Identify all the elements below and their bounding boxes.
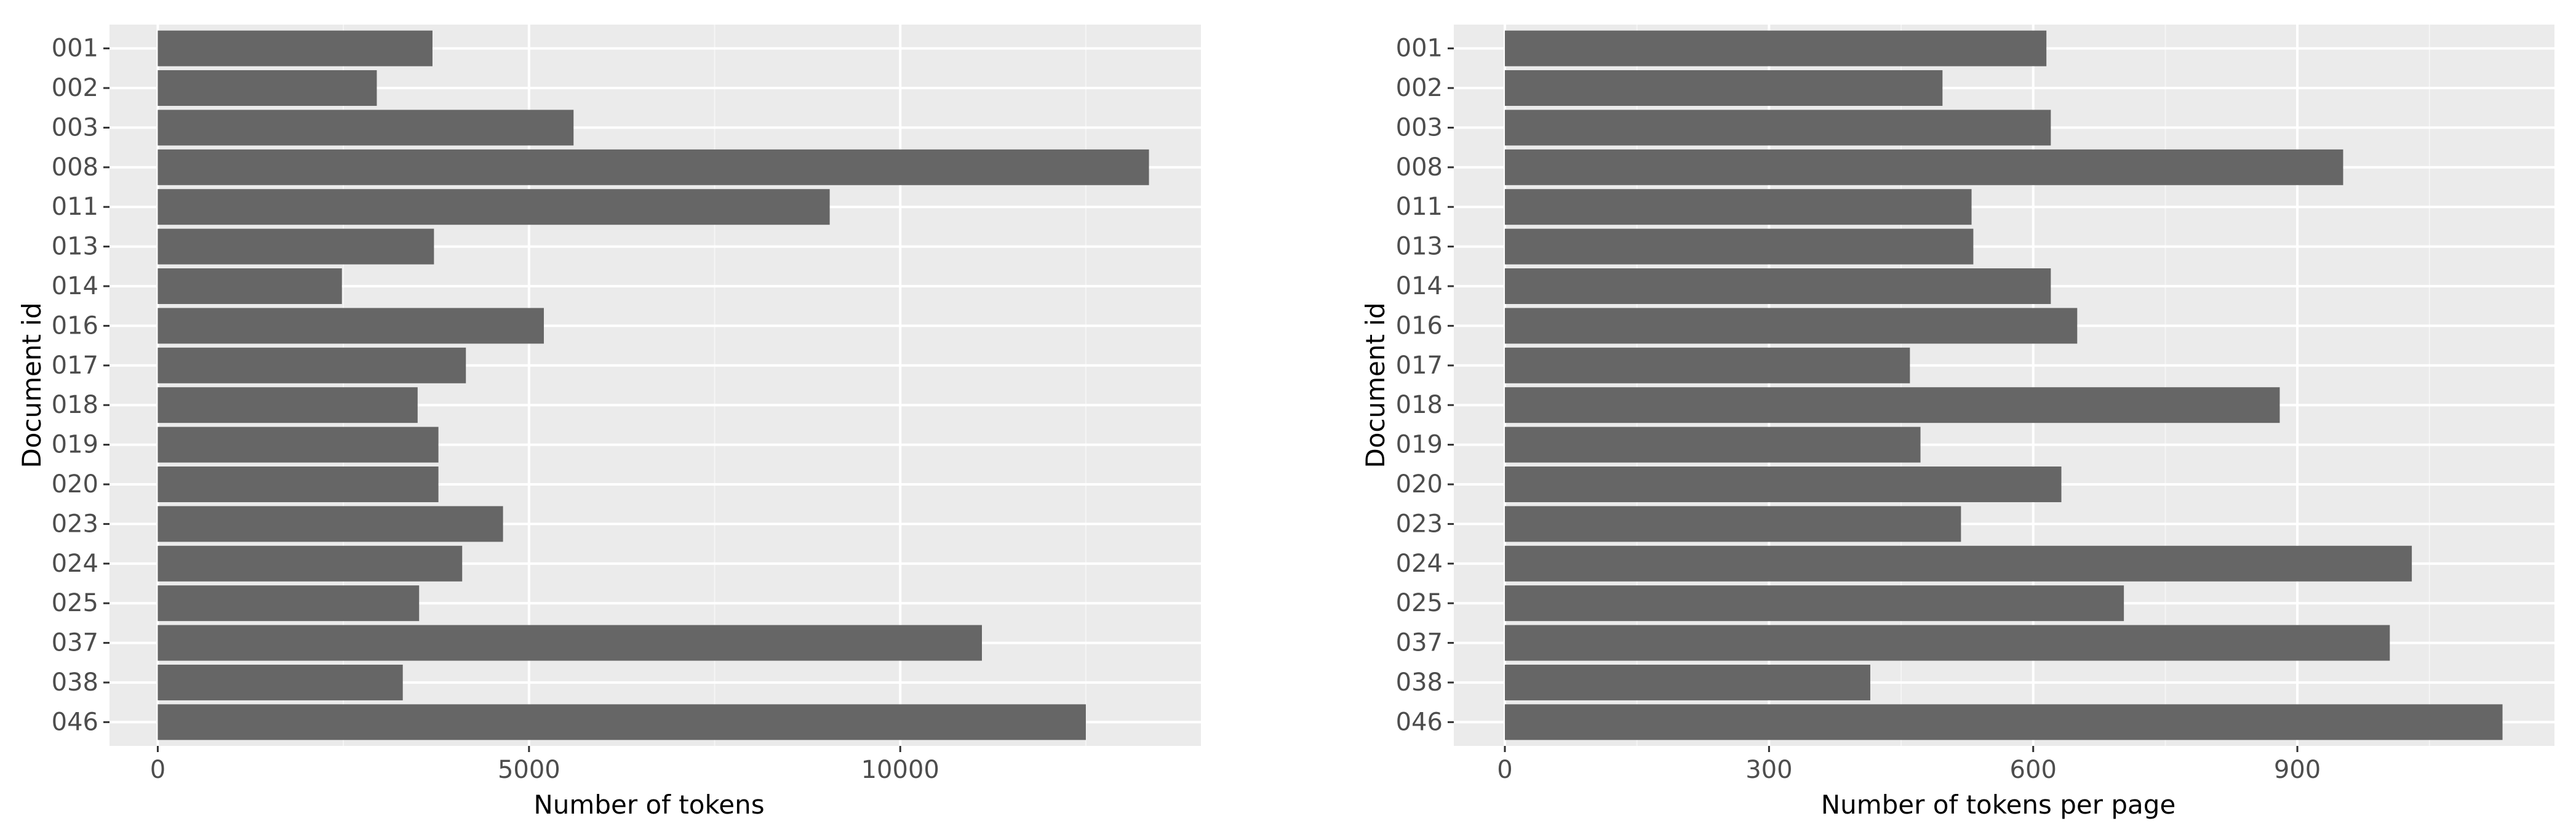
y-tick-label: 003: [1396, 113, 1443, 142]
bar-011: [158, 189, 830, 225]
y-tick-label: 008: [1396, 153, 1443, 182]
x-tick-label: 10000: [861, 756, 939, 784]
y-tick-label: 013: [52, 233, 98, 261]
bar-025: [158, 585, 420, 622]
bar-014: [1505, 268, 2051, 304]
y-tick-label: 001: [52, 34, 98, 63]
bar-008: [1505, 149, 2343, 185]
y-tick-label: 013: [1396, 233, 1443, 261]
y-tick-label: 038: [1396, 668, 1443, 697]
bar-020: [1505, 467, 2062, 502]
y-tick-label: 011: [1396, 193, 1443, 221]
bar-008: [158, 149, 1149, 185]
bar-011: [1505, 189, 1972, 225]
y-tick-label: 017: [52, 351, 98, 380]
y-tick-label: 046: [1396, 708, 1443, 736]
y-tick-label: 020: [52, 470, 98, 499]
bar-046: [158, 704, 1086, 740]
bar-001: [1505, 30, 2047, 66]
bar-013: [158, 228, 434, 265]
y-tick-label: 018: [1396, 391, 1443, 419]
x-tick-label: 0: [1497, 756, 1512, 784]
y-tick-label: 038: [52, 668, 98, 697]
y-tick-label: 016: [52, 311, 98, 340]
bar-037: [158, 625, 982, 661]
x-tick-label: 600: [2010, 756, 2057, 784]
y-tick-label: 001: [1396, 34, 1443, 63]
y-tick-label: 014: [52, 272, 98, 300]
y-tick-label: 017: [1396, 351, 1443, 380]
x-tick-label: 300: [1745, 756, 1792, 784]
bar-020: [158, 467, 439, 502]
bar-038: [1505, 664, 1870, 700]
y-tick-label: 020: [1396, 470, 1443, 499]
bar-018: [158, 387, 418, 423]
bar-023: [1505, 506, 1961, 542]
bar-025: [1505, 585, 2124, 622]
y-tick-label: 002: [1396, 74, 1443, 102]
y-tick-label: 023: [1396, 510, 1443, 538]
bar-002: [1505, 70, 1943, 106]
tokens-per-page-chart: 001 002 003 008 011 013 014 016 017 018 019 020 023 0…: [1360, 25, 2554, 820]
tokens-chart: 001 002 003 008 011 013 014 016 017 018 019 020 023 0…: [17, 25, 1201, 820]
y-tick-label: 023: [52, 510, 98, 538]
bar-019: [158, 427, 439, 463]
x-tick-label: 900: [2274, 756, 2321, 784]
y-tick-label: 002: [52, 74, 98, 102]
x-axis-title: Number of tokens per page: [1821, 790, 2176, 820]
bar-023: [158, 506, 503, 542]
bar-038: [158, 664, 403, 700]
y-tick-label: 025: [52, 589, 98, 617]
bar-014: [158, 268, 342, 304]
bar-013: [1505, 228, 1974, 265]
y-axis-title: Document id: [17, 302, 47, 468]
bar-017: [158, 347, 466, 383]
bar-016: [158, 308, 544, 344]
y-tick-label: 037: [52, 629, 98, 657]
y-tick-label: 014: [1396, 272, 1443, 300]
y-tick-label: 008: [52, 153, 98, 182]
y-tick-label: 019: [1396, 431, 1443, 459]
y-tick-label: 046: [52, 708, 98, 736]
bar-017: [1505, 347, 1910, 383]
y-tick-label: 003: [52, 113, 98, 142]
x-tick-label: 5000: [498, 756, 560, 784]
bar-037: [1505, 625, 2390, 661]
bar-001: [158, 30, 433, 66]
bar-002: [158, 70, 377, 106]
y-tick-label: 011: [52, 193, 98, 221]
y-tick-label: 019: [52, 431, 98, 459]
y-tick-label: 025: [1396, 589, 1443, 617]
bar-024: [158, 545, 463, 582]
y-axis-title: Document id: [1360, 302, 1390, 468]
x-axis-title: Number of tokens: [533, 790, 764, 820]
y-tick-label: 024: [52, 550, 98, 578]
x-tick-label: 0: [150, 756, 165, 784]
y-tick-label: 018: [52, 391, 98, 419]
y-tick-label: 024: [1396, 550, 1443, 578]
y-tick-label: 037: [1396, 629, 1443, 657]
bar-019: [1505, 427, 1921, 463]
bar-016: [1505, 308, 2078, 344]
bar-003: [1505, 110, 2051, 146]
y-tick-label: 016: [1396, 311, 1443, 340]
bar-003: [158, 110, 574, 146]
bar-046: [1505, 704, 2503, 740]
bar-024: [1505, 545, 2412, 582]
bar-018: [1505, 387, 2280, 423]
